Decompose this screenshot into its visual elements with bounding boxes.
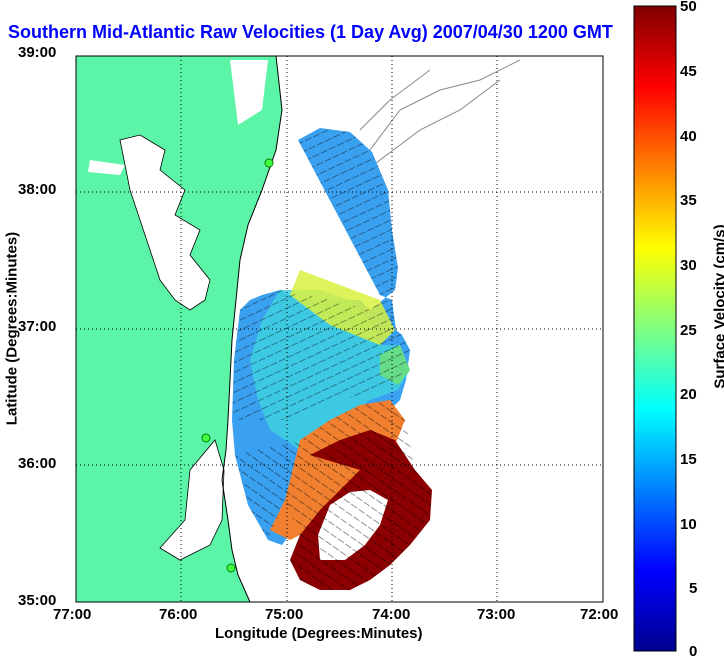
colorbar	[634, 6, 676, 651]
radar-site-marker	[202, 434, 210, 442]
radar-site-marker	[265, 159, 273, 167]
radar-site-marker	[227, 564, 235, 572]
